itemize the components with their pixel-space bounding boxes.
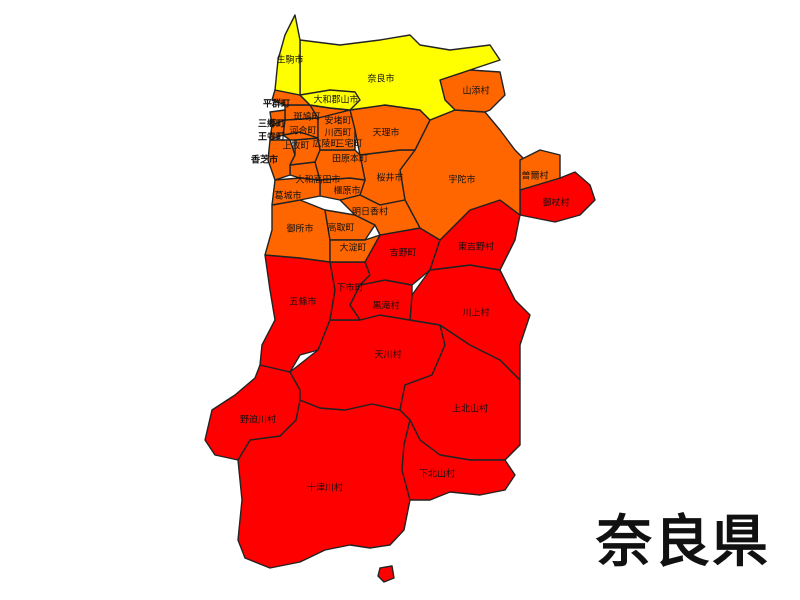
label-soni: 曽爾村: [521, 170, 548, 182]
label-oyodo: 大淀町: [339, 242, 366, 254]
label-kawai: 河合町: [289, 125, 316, 137]
label-mitsue: 御杖村: [542, 197, 569, 209]
label-gojo: 五條市: [289, 296, 316, 308]
prefecture-title: 奈良県: [596, 510, 770, 575]
label-uda: 宇陀市: [448, 174, 475, 186]
region-soni[interactable]: [519, 149, 561, 191]
label-shimokitayama: 下北山村: [419, 468, 455, 480]
label-tenri: 天理市: [372, 127, 399, 139]
label-yamatotakada: 大和高田市: [295, 174, 340, 186]
label-nara: 奈良市: [367, 73, 394, 85]
label-yamazoe: 山添村: [462, 85, 489, 97]
label-kamikitayama: 上北山村: [452, 403, 488, 415]
label-kurotaki: 黒滝村: [372, 300, 399, 312]
label-sango: 三郷町: [258, 118, 285, 130]
region-oji[interactable]: [269, 119, 286, 141]
label-yoshino: 吉野町: [389, 248, 416, 259]
label-katsuragi: 葛城市: [274, 190, 301, 202]
label-ikoma: 生駒市: [276, 54, 303, 66]
label-ando: 安堵町: [324, 115, 351, 127]
region-kashiba[interactable]: [267, 139, 296, 181]
region-labels: 奈良市 生駒市 大和郡山市 山添村 平群町 三郷町 王寺町 斑鳩町 安堵町 河合…: [240, 54, 570, 494]
label-higashiyoshino: 東吉野村: [458, 241, 494, 253]
label-miyake: 三宅町: [335, 138, 362, 150]
label-nosegawa: 野迫川村: [240, 414, 276, 426]
region-oyodo[interactable]: [329, 234, 381, 263]
label-oji: 王寺町: [258, 131, 285, 143]
region-yamatokoriyama[interactable]: [299, 89, 361, 111]
label-kashiba: 香芝市: [250, 154, 278, 166]
region-tawaramoto[interactable]: [314, 149, 366, 181]
label-tenkawa: 天川村: [374, 349, 401, 361]
region-ikoma[interactable]: [274, 14, 301, 96]
label-yamatokoriyama: 大和郡山市: [313, 94, 358, 106]
label-shimoichi: 下市町: [336, 282, 363, 294]
region-asuka[interactable]: [339, 194, 421, 236]
label-sakurai: 桜井市: [376, 172, 403, 184]
label-takatori: 高取町: [327, 222, 354, 234]
label-totsukawa: 十津川村: [307, 482, 343, 494]
region-totsukawa-island: [377, 565, 395, 583]
label-asuka: 明日香村: [352, 206, 388, 218]
label-tawaramoto: 田原本町: [332, 153, 368, 165]
label-kashihara: 橿原市: [333, 185, 360, 197]
label-kawanishi: 川西町: [324, 128, 351, 139]
region-takatori[interactable]: [324, 209, 376, 241]
label-kanmaki: 上牧町: [282, 140, 309, 152]
region-shimokitayama[interactable]: [401, 419, 516, 501]
label-gose: 御所市: [286, 223, 313, 235]
label-ikaruga: 斑鳩町: [293, 111, 320, 123]
label-koryo: 広陵町: [312, 138, 339, 150]
label-kawakami: 川上村: [462, 307, 489, 319]
label-heguri: 平群町: [263, 98, 290, 110]
